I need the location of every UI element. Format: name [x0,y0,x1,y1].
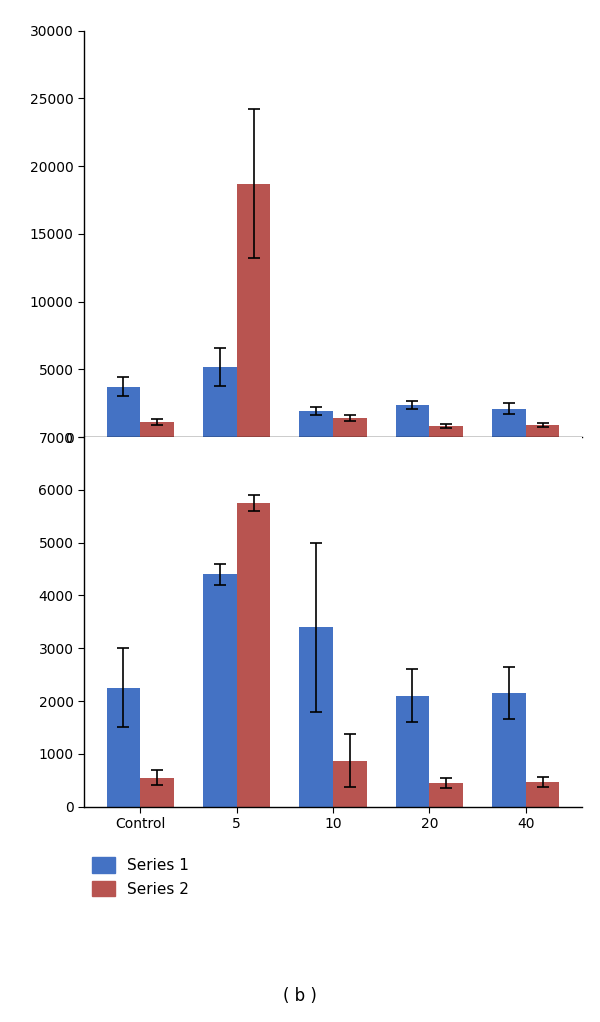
Bar [526,425,559,437]
Bar [140,778,174,806]
Bar [333,760,367,806]
Bar [492,409,526,437]
Bar [430,425,463,437]
Bar [203,367,236,437]
Bar [492,693,526,806]
Bar [299,412,333,437]
Text: ( a ): ( a ) [316,490,350,508]
Bar [299,628,333,806]
Bar [107,688,140,806]
Bar [236,184,271,437]
Legend: Series 1, Series 2: Series 1, Series 2 [86,850,195,902]
Bar [526,782,559,806]
Bar [203,574,236,806]
Bar [140,422,174,437]
Bar [333,418,367,437]
Bar [236,503,271,806]
Bar [430,783,463,806]
Bar [395,405,430,437]
Text: ( b ): ( b ) [283,987,317,1006]
Bar [395,696,430,806]
Bar [107,387,140,437]
